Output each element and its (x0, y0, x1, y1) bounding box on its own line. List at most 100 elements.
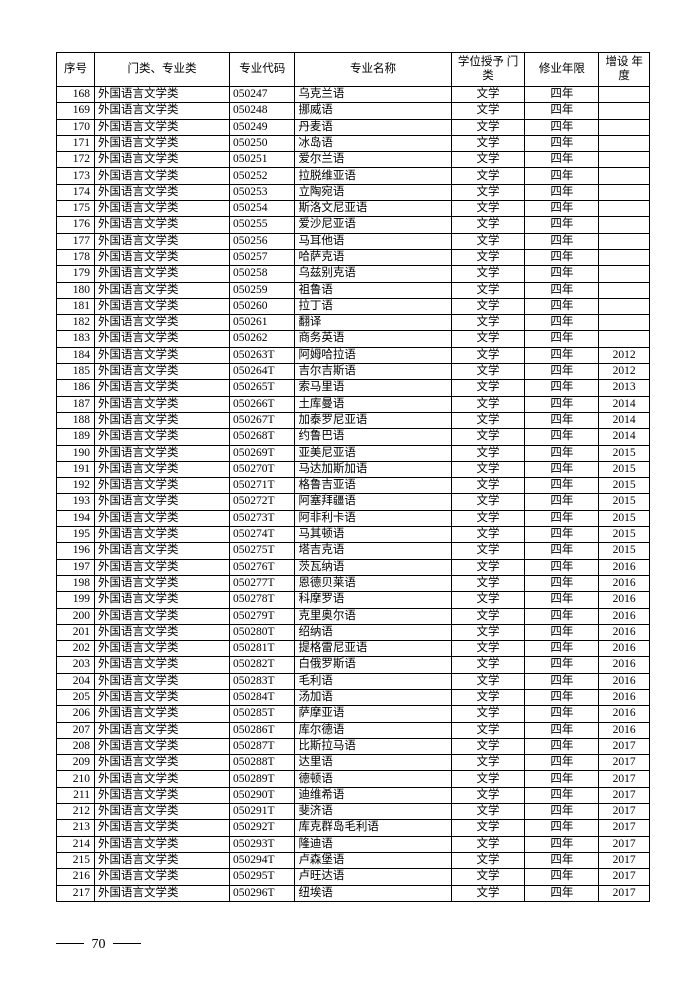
cell-cat: 外国语言文学类 (94, 836, 229, 852)
table-row: 197外国语言文学类050276T茨瓦纳语文学四年2016 (57, 559, 650, 575)
cell-year: 2016 (599, 689, 650, 705)
table-row: 212外国语言文学类050291T斐济语文学四年2017 (57, 804, 650, 820)
cell-year (599, 87, 650, 103)
cell-seq: 209 (57, 755, 95, 771)
cell-name: 商务英语 (295, 331, 451, 347)
cell-code: 050277T (230, 575, 295, 591)
cell-seq: 196 (57, 543, 95, 559)
cell-code: 050266T (230, 396, 295, 412)
cell-cat: 外国语言文学类 (94, 592, 229, 608)
cell-cat: 外国语言文学类 (94, 543, 229, 559)
cell-year: 2014 (599, 412, 650, 428)
cell-cat: 外国语言文学类 (94, 429, 229, 445)
cell-name: 恩德贝莱语 (295, 575, 451, 591)
cell-name: 丹麦语 (295, 119, 451, 135)
cell-name: 汤加语 (295, 689, 451, 705)
cell-year: 2016 (599, 722, 650, 738)
cell-code: 050247 (230, 87, 295, 103)
cell-year: 2016 (599, 641, 650, 657)
cell-dur: 四年 (525, 347, 599, 363)
cell-dur: 四年 (525, 836, 599, 852)
cell-seq: 169 (57, 103, 95, 119)
cell-seq: 197 (57, 559, 95, 575)
cell-cat: 外国语言文学类 (94, 298, 229, 314)
cell-cat: 外国语言文学类 (94, 673, 229, 689)
header-cat: 门类、专业类 (94, 53, 229, 87)
cell-cat: 外国语言文学类 (94, 478, 229, 494)
cell-name: 拉丁语 (295, 298, 451, 314)
cell-seq: 215 (57, 852, 95, 868)
cell-name: 迪维希语 (295, 787, 451, 803)
cell-code: 050276T (230, 559, 295, 575)
header-dur: 修业年限 (525, 53, 599, 87)
cell-name: 纽埃语 (295, 885, 451, 901)
cell-name: 格鲁吉亚语 (295, 478, 451, 494)
cell-name: 德顿语 (295, 771, 451, 787)
cell-deg: 文学 (451, 885, 525, 901)
cell-deg: 文学 (451, 510, 525, 526)
cell-dur: 四年 (525, 217, 599, 233)
cell-dur: 四年 (525, 135, 599, 151)
cell-deg: 文学 (451, 347, 525, 363)
cell-name: 爱尔兰语 (295, 152, 451, 168)
table-row: 178外国语言文学类050257哈萨克语文学四年 (57, 249, 650, 265)
cell-deg: 文学 (451, 282, 525, 298)
page-number: 70 (92, 937, 106, 952)
cell-dur: 四年 (525, 266, 599, 282)
cell-deg: 文学 (451, 364, 525, 380)
cell-cat: 外国语言文学类 (94, 380, 229, 396)
cell-dur: 四年 (525, 461, 599, 477)
cell-cat: 外国语言文学类 (94, 396, 229, 412)
cell-seq: 204 (57, 673, 95, 689)
cell-code: 050267T (230, 412, 295, 428)
cell-deg: 文学 (451, 641, 525, 657)
table-row: 214外国语言文学类050293T隆迪语文学四年2017 (57, 836, 650, 852)
cell-deg: 文学 (451, 412, 525, 428)
cell-name: 阿姆哈拉语 (295, 347, 451, 363)
cell-cat: 外国语言文学类 (94, 184, 229, 200)
cell-dur: 四年 (525, 87, 599, 103)
header-name: 专业名称 (295, 53, 451, 87)
cell-deg: 文学 (451, 119, 525, 135)
cell-code: 050264T (230, 364, 295, 380)
cell-cat: 外国语言文学类 (94, 624, 229, 640)
cell-seq: 171 (57, 135, 95, 151)
cell-dur: 四年 (525, 787, 599, 803)
cell-year (599, 331, 650, 347)
cell-code: 050290T (230, 787, 295, 803)
cell-seq: 177 (57, 233, 95, 249)
cell-deg: 文学 (451, 820, 525, 836)
cell-deg: 文学 (451, 478, 525, 494)
header-code: 专业代码 (230, 53, 295, 87)
cell-year: 2017 (599, 885, 650, 901)
cell-name: 克里奥尔语 (295, 608, 451, 624)
cell-cat: 外国语言文学类 (94, 657, 229, 673)
cell-year (599, 233, 650, 249)
cell-seq: 199 (57, 592, 95, 608)
cell-code: 050271T (230, 478, 295, 494)
table-row: 195外国语言文学类050274T马其顿语文学四年2015 (57, 527, 650, 543)
cell-dur: 四年 (525, 396, 599, 412)
cell-deg: 文学 (451, 706, 525, 722)
cell-code: 050249 (230, 119, 295, 135)
cell-seq: 183 (57, 331, 95, 347)
cell-cat: 外国语言文学类 (94, 771, 229, 787)
cell-dur: 四年 (525, 885, 599, 901)
cell-name: 乌克兰语 (295, 87, 451, 103)
cell-cat: 外国语言文学类 (94, 152, 229, 168)
cell-year (599, 217, 650, 233)
table-row: 211外国语言文学类050290T迪维希语文学四年2017 (57, 787, 650, 803)
table-row: 199外国语言文学类050278T科摩罗语文学四年2016 (57, 592, 650, 608)
cell-deg: 文学 (451, 380, 525, 396)
cell-cat: 外国语言文学类 (94, 494, 229, 510)
cell-name: 乌兹别克语 (295, 266, 451, 282)
cell-name: 卢旺达语 (295, 869, 451, 885)
cell-code: 050259 (230, 282, 295, 298)
cell-name: 约鲁巴语 (295, 429, 451, 445)
cell-code: 050280T (230, 624, 295, 640)
cell-seq: 172 (57, 152, 95, 168)
cell-cat: 外国语言文学类 (94, 820, 229, 836)
cell-dur: 四年 (525, 412, 599, 428)
cell-cat: 外国语言文学类 (94, 119, 229, 135)
table-row: 215外国语言文学类050294T卢森堡语文学四年2017 (57, 852, 650, 868)
